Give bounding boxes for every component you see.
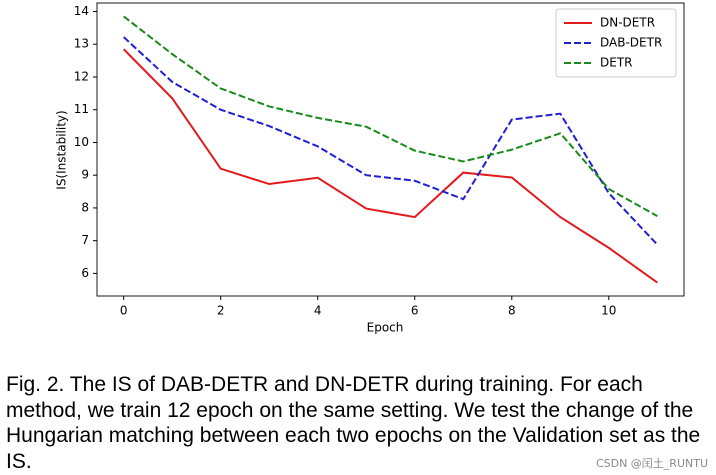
series-line (122, 48, 658, 284)
chart: Epoch IS(Instability) 6 7 8 9 10 11 12 13 14 0 2 4 6… (55, 2, 685, 335)
x-tick-label: 4 (314, 304, 322, 318)
watermark: CSDN @闰土_RUNTU (595, 457, 708, 470)
x-tick-label: 8 (508, 304, 516, 318)
y-tick-label: 9 (81, 168, 89, 182)
x-tick-label: 0 (120, 304, 128, 318)
legend-label: DAB-DETR (600, 36, 662, 50)
plot-frame (96, 2, 685, 297)
series-line (123, 15, 658, 217)
y-tick-label: 7 (81, 233, 89, 247)
legend-box (555, 8, 677, 78)
y-tick-label: 13 (74, 37, 89, 51)
x-tick-label: 6 (411, 304, 419, 318)
y-axis-label: IS(Instability) (55, 110, 69, 189)
legend-label: DETR (600, 56, 633, 70)
legend-label: DN-DETR (600, 16, 655, 30)
x-tick-label: 2 (217, 304, 225, 318)
x-axis-label: Epoch (367, 321, 404, 335)
y-tick-label: 6 (81, 266, 89, 280)
caption: Fig. 2. The IS of DAB-DETR and DN-DETR d… (6, 373, 701, 473)
y-tick-label: 10 (74, 135, 89, 149)
y-tick-label: 8 (81, 200, 89, 214)
y-tick-label: 12 (74, 69, 89, 83)
y-tick-label: 11 (74, 102, 89, 116)
y-tick-label: 14 (74, 4, 89, 18)
series-line (123, 36, 659, 246)
x-tick-label: 10 (601, 304, 616, 318)
